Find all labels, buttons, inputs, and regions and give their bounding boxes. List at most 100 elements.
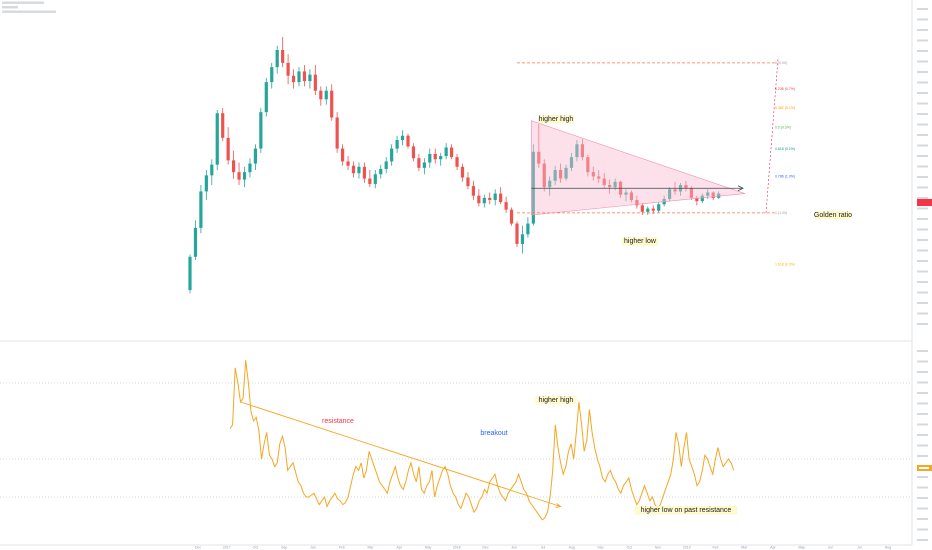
axis-tick-label	[917, 360, 928, 363]
time-tick-label: May	[798, 546, 805, 550]
candle	[548, 176, 552, 196]
candle	[499, 187, 503, 205]
fib-label: 1.618 (0.3%)	[775, 263, 795, 267]
candle	[586, 155, 590, 177]
axis-tick-label	[917, 249, 928, 252]
candle	[346, 156, 350, 170]
time-axis-ticks: Dec 2017 Oct Sep Jan Feb Mar Apr May 2018 Dec Jun Ju…	[195, 546, 891, 550]
axis-tick-label	[917, 218, 928, 220]
candle	[270, 62, 274, 89]
svg-text:higher low: higher low	[624, 238, 657, 245]
axis-tick-label	[917, 260, 928, 262]
time-tick-label: 2017	[223, 546, 231, 550]
candle	[493, 189, 497, 206]
candle	[450, 144, 454, 160]
time-tick-label: Nov	[655, 546, 661, 550]
axis-tick-label	[917, 486, 928, 489]
axis-tick-label	[917, 71, 928, 73]
annotation-label: resistance	[322, 418, 354, 425]
time-tick-label: Aug	[885, 546, 891, 550]
axis-tick-label	[917, 176, 928, 178]
svg-text:breakout: breakout	[480, 430, 507, 437]
axis-tick-label	[917, 270, 928, 273]
candle	[553, 165, 557, 185]
candle	[373, 170, 377, 189]
candle	[248, 158, 252, 178]
candle	[232, 150, 236, 179]
fib-level: 0.236 (0.7%)	[775, 87, 795, 91]
candle	[275, 45, 279, 74]
candle	[199, 185, 203, 234]
time-tick-label: Feb	[339, 546, 345, 550]
axis-tick-label	[917, 207, 928, 210]
resistance-trendline	[240, 401, 561, 507]
axis-tick-label	[917, 402, 928, 405]
candle	[422, 158, 426, 175]
candle	[488, 192, 492, 205]
candle	[286, 54, 290, 85]
time-tick-label: Oct	[627, 546, 632, 550]
axis-tick-label	[917, 444, 928, 447]
candle	[646, 206, 650, 215]
axis-tick-label	[917, 50, 928, 52]
fib-label: 0.236 (0.7%)	[775, 87, 795, 91]
candle	[319, 86, 323, 106]
candle	[330, 84, 334, 121]
axis-tick-label	[917, 60, 928, 63]
candle	[204, 170, 208, 200]
indicator-line	[229, 360, 735, 521]
time-tick-label: Jul	[857, 546, 862, 550]
axis-tick-label	[917, 155, 928, 157]
fib-label: 1 (1.00)	[775, 211, 787, 215]
fib-level: 1.618 (0.3%)	[775, 263, 795, 267]
indicator-pane[interactable]: resistance breakout higher high higher low …	[0, 360, 912, 521]
candle	[302, 65, 307, 87]
time-axis[interactable]: Dec 2017 Oct Sep Jan Feb Mar Apr May 2018 Dec Jun Ju…	[0, 544, 912, 550]
candle	[308, 69, 312, 89]
candle	[602, 173, 606, 189]
axis-tick-label	[917, 18, 928, 21]
price-axis[interactable]	[911, 0, 932, 545]
candle	[629, 190, 634, 203]
axis-tick-label	[917, 81, 928, 84]
fib-label: 0.382 (0.1%)	[775, 106, 795, 110]
axis-tick-label	[917, 323, 928, 325]
candle	[477, 189, 481, 207]
fib-label: 0.5 (0.3%)	[775, 125, 791, 129]
axis-tick-label	[917, 165, 928, 168]
axis-tick-label	[917, 392, 928, 394]
candle	[526, 217, 530, 238]
candle	[264, 77, 268, 117]
annotation-label: Golden ratio	[814, 211, 852, 220]
time-tick-label: Dec	[482, 546, 488, 550]
indicator-last-value-text	[919, 467, 929, 469]
axis-tick-label	[917, 381, 928, 384]
time-tick-label: Sep	[597, 546, 603, 550]
axis-tick-label	[917, 239, 928, 241]
time-tick-label: Feb	[712, 546, 718, 550]
axis-tick-label	[917, 455, 928, 457]
time-tick-label: Oct	[253, 546, 258, 550]
axis-tick-label	[917, 144, 928, 147]
time-tick-label: Apr	[397, 546, 403, 550]
candle	[651, 205, 655, 214]
candle	[684, 180, 688, 192]
fib-level: 0 (0.00)	[517, 61, 787, 65]
candle	[215, 110, 219, 170]
svg-text:resistance: resistance	[322, 418, 354, 425]
chart-header	[2, 1, 56, 13]
axis-tick-label	[917, 123, 928, 126]
fib-trend-line	[765, 58, 779, 213]
triangle-shape	[531, 120, 746, 216]
price-pane[interactable]: 0 (0.00) 0.236 (0.7%) 0.382 (0.1%) 0.5 (0.3…	[188, 37, 852, 294]
fib-label: 0.786 (1.0%)	[775, 175, 795, 179]
candle	[406, 133, 410, 149]
candle	[640, 203, 644, 215]
time-tick-label: Jun	[511, 546, 517, 550]
axis-tick-label	[917, 39, 928, 42]
annotation-label: higher low on past resistance	[634, 506, 738, 515]
candle	[717, 191, 721, 199]
axis-tick-label	[917, 497, 928, 499]
axis-tick-label	[917, 113, 928, 115]
